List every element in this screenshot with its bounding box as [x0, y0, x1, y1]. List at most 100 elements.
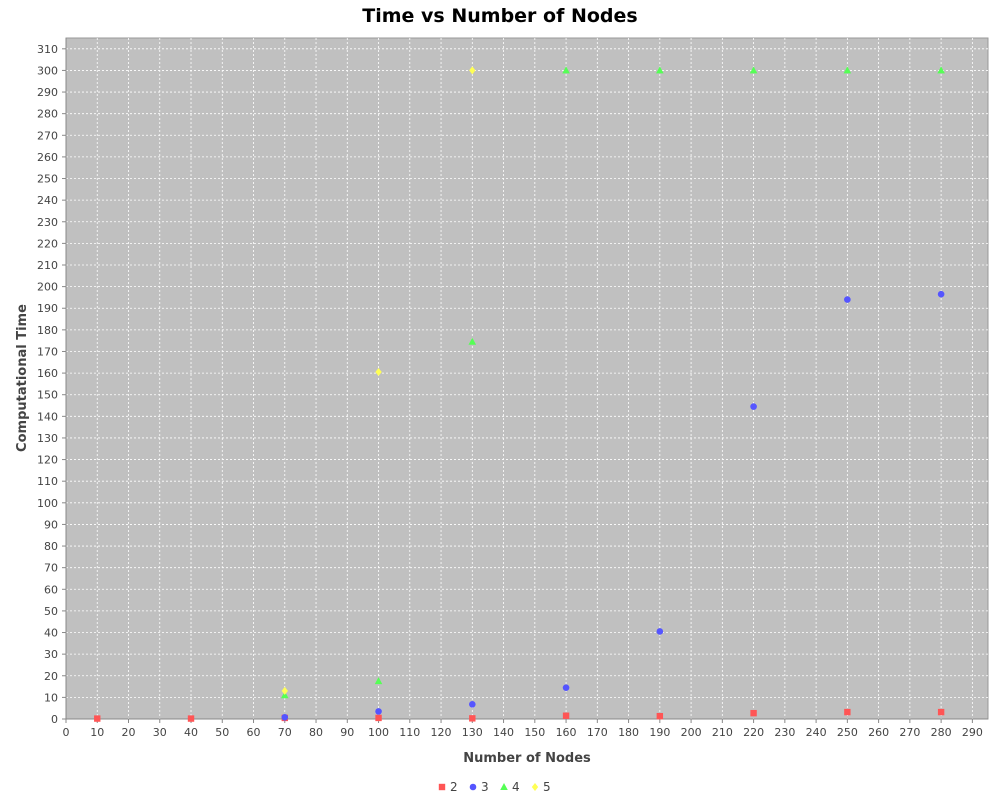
data-point: [656, 628, 664, 635]
y-tick-label: 170: [37, 345, 58, 358]
y-tick-label: 270: [37, 129, 58, 142]
x-tick-label: 90: [340, 726, 354, 739]
y-tick-label: 110: [37, 475, 58, 488]
data-point: [187, 715, 195, 722]
data-point: [750, 403, 757, 410]
y-tick-label: 90: [44, 518, 58, 531]
y-tick-label: 30: [44, 648, 58, 661]
x-tick-label: 140: [493, 726, 514, 739]
x-tick-label: 100: [368, 726, 389, 739]
x-tick-label: 290: [962, 726, 983, 739]
data-point: [750, 709, 757, 717]
legend-marker: [531, 783, 539, 791]
x-tick-label: 10: [90, 726, 104, 739]
x-tick-label: 70: [278, 726, 292, 739]
data-point: [656, 66, 664, 74]
y-tick-label: 300: [37, 64, 58, 77]
legend-item: 5: [531, 780, 551, 794]
series-3: [281, 290, 945, 721]
x-tick-label: 200: [681, 726, 702, 739]
data-point: [937, 66, 945, 74]
legend-item: 2: [438, 780, 458, 794]
y-tick-label: 210: [37, 259, 58, 272]
legend: 2 3 4 5: [438, 780, 551, 794]
data-points: [94, 66, 945, 722]
legend-label: 4: [512, 780, 520, 794]
legend-label: 3: [481, 780, 489, 794]
y-tick-label: 220: [37, 237, 58, 250]
legend-label: 2: [450, 780, 458, 794]
data-point: [469, 66, 476, 75]
y-tick-label: 260: [37, 151, 58, 164]
x-tick-label: 130: [462, 726, 483, 739]
x-tick-label: 280: [931, 726, 952, 739]
y-tick-label: 180: [37, 324, 58, 337]
x-tick-label: 170: [587, 726, 608, 739]
grid-lines: [65, 38, 988, 720]
y-tick-label: 230: [37, 216, 58, 229]
plot-area: [65, 37, 989, 720]
data-point: [94, 715, 101, 722]
y-tick-label: 310: [37, 43, 58, 56]
y-tick-label: 190: [37, 302, 58, 315]
x-tick-label: 50: [215, 726, 229, 739]
x-tick-label: 60: [247, 726, 261, 739]
axes: 0 10 20 30 40 50 60 70 80 90 100 110 120 130 140 150 160…: [37, 38, 988, 739]
x-tick-label: 160: [556, 726, 577, 739]
x-tick-label: 30: [153, 726, 167, 739]
y-tick-label: 0: [51, 713, 58, 726]
y-tick-label: 160: [37, 367, 58, 380]
y-tick-label: 130: [37, 432, 58, 445]
x-tick-label: 220: [743, 726, 764, 739]
data-point: [937, 708, 945, 716]
data-point: [375, 368, 382, 377]
y-tick-label: 140: [37, 410, 58, 423]
legend-marker: [500, 783, 508, 790]
data-point: [374, 677, 383, 685]
data-point: [375, 708, 382, 715]
x-tick-label: 260: [868, 726, 889, 739]
x-tick-label: 110: [399, 726, 420, 739]
data-point: [281, 686, 288, 695]
data-point: [562, 684, 570, 691]
data-point: [468, 337, 477, 345]
y-tick-label: 120: [37, 454, 58, 467]
data-point: [375, 714, 382, 722]
y-tick-label: 20: [44, 670, 58, 683]
y-tick-label: 100: [37, 497, 58, 510]
y-tick-label: 40: [44, 627, 58, 640]
x-tick-label: 0: [63, 726, 70, 739]
data-point: [469, 715, 476, 722]
x-tick-label: 150: [524, 726, 545, 739]
y-axis-label: Computational Time: [15, 304, 30, 452]
x-tick-label: 250: [837, 726, 858, 739]
x-tick-label: 270: [899, 726, 920, 739]
data-point: [656, 712, 664, 720]
x-tick-label: 210: [712, 726, 733, 739]
y-tick-label: 70: [44, 562, 58, 575]
data-point: [562, 66, 570, 74]
y-tick-label: 150: [37, 389, 58, 402]
y-tick-label: 280: [37, 108, 58, 121]
x-tick-label: 120: [431, 726, 452, 739]
y-tick-label: 10: [44, 691, 58, 704]
x-axis-label: Number of Nodes: [463, 751, 591, 766]
y-tick-label: 60: [44, 583, 58, 596]
y-tick-label: 80: [44, 540, 58, 553]
y-tick-label: 240: [37, 194, 58, 207]
x-tick-label: 230: [774, 726, 795, 739]
y-tick-label: 250: [37, 173, 58, 186]
x-tick-label: 240: [806, 726, 827, 739]
y-tick-label: 50: [44, 605, 58, 618]
data-point: [843, 66, 852, 74]
data-point: [937, 290, 945, 298]
legend-label: 5: [543, 780, 551, 794]
x-tick-label: 180: [618, 726, 639, 739]
series-4: [280, 66, 945, 699]
data-point: [562, 712, 570, 719]
data-point: [844, 708, 851, 716]
y-tick-label: 200: [37, 281, 58, 294]
legend-marker: [469, 783, 477, 791]
